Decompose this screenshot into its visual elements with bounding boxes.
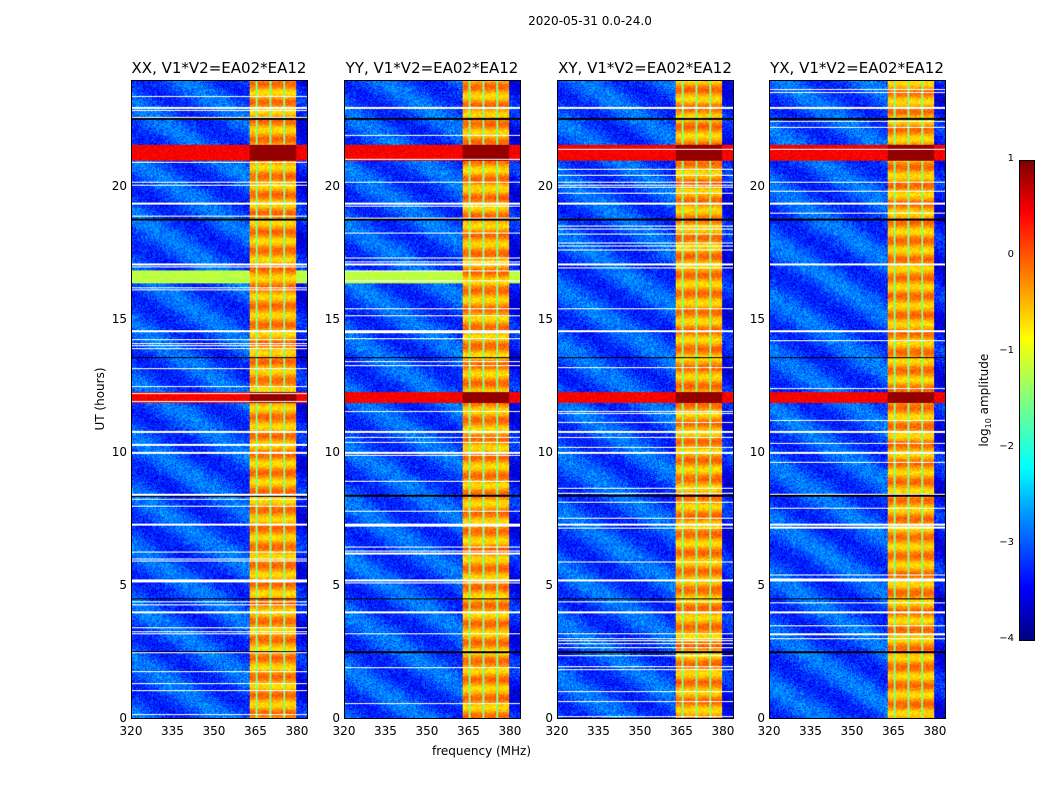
y-tick-label: 5 bbox=[332, 577, 340, 592]
x-tick-label: 380 bbox=[923, 724, 947, 738]
y-tick-label: 0 bbox=[757, 711, 765, 725]
spectrogram-panel bbox=[131, 80, 308, 719]
x-tick-label: 365 bbox=[882, 724, 905, 738]
y-tick-label: 10 bbox=[537, 444, 553, 459]
x-tick-label: 350 bbox=[628, 724, 652, 738]
y-tick-label: 20 bbox=[324, 178, 340, 193]
y-tick-label: 20 bbox=[111, 178, 127, 193]
x-axis-label: frequency (MHz) bbox=[432, 744, 532, 758]
spectrogram-panel bbox=[557, 80, 734, 719]
colorbar-tick-label: −1 bbox=[999, 345, 1014, 356]
x-tick-label: 365 bbox=[670, 724, 693, 738]
y-tick-label: 15 bbox=[537, 311, 553, 326]
y-tick-label: 20 bbox=[537, 178, 553, 193]
x-tick-label: 350 bbox=[202, 724, 226, 738]
y-tick-label: 15 bbox=[324, 311, 340, 326]
spectrogram-panel bbox=[769, 80, 946, 719]
y-tick-label: 0 bbox=[119, 711, 127, 725]
spectrogram-heatmap bbox=[770, 81, 945, 718]
colorbar-tick-label: −4 bbox=[999, 633, 1014, 644]
panel-title: YX, V1*V2=EA02*EA12 bbox=[770, 59, 944, 77]
panel-title: XX, V1*V2=EA02*EA12 bbox=[131, 59, 307, 77]
x-tick-label: 335 bbox=[161, 724, 184, 738]
y-tick-label: 5 bbox=[545, 577, 553, 592]
panel-title: XY, V1*V2=EA02*EA12 bbox=[558, 59, 732, 77]
x-tick-label: 320 bbox=[757, 724, 781, 738]
colorbar-tick-label: 0 bbox=[1007, 249, 1014, 260]
y-tick-label: 0 bbox=[545, 711, 553, 725]
x-tick-label: 320 bbox=[332, 724, 356, 738]
colorbar-tick-label: −2 bbox=[999, 441, 1014, 452]
colorbar-tick-label: 1 bbox=[1007, 153, 1014, 164]
y-tick-label: 15 bbox=[111, 311, 127, 326]
x-tick-label: 320 bbox=[119, 724, 143, 738]
y-tick-label: 5 bbox=[119, 577, 127, 592]
x-tick-label: 335 bbox=[374, 724, 397, 738]
panel-title: YY, V1*V2=EA02*EA12 bbox=[345, 59, 519, 77]
x-tick-label: 350 bbox=[415, 724, 439, 738]
x-tick-label: 365 bbox=[244, 724, 267, 738]
spectrogram-panel bbox=[344, 80, 521, 719]
spectrogram-heatmap bbox=[345, 81, 520, 718]
x-tick-label: 380 bbox=[498, 724, 522, 738]
y-tick-label: 10 bbox=[324, 444, 340, 459]
spectrogram-heatmap bbox=[558, 81, 733, 718]
colorbar-label: log10 amplitude bbox=[976, 353, 994, 447]
x-tick-label: 320 bbox=[545, 724, 569, 738]
x-tick-label: 335 bbox=[587, 724, 610, 738]
y-tick-label: 0 bbox=[332, 711, 340, 725]
x-tick-label: 350 bbox=[840, 724, 864, 738]
x-tick-label: 380 bbox=[711, 724, 735, 738]
y-tick-label: 15 bbox=[749, 311, 765, 326]
figure-title: 2020-05-31 0.0-24.0 bbox=[528, 14, 652, 28]
colorbar-tick-label: −3 bbox=[999, 537, 1014, 548]
x-tick-label: 380 bbox=[285, 724, 309, 738]
y-axis-label: UT (hours) bbox=[93, 367, 107, 431]
y-tick-label: 20 bbox=[749, 178, 765, 193]
y-tick-label: 10 bbox=[749, 444, 765, 459]
y-tick-label: 5 bbox=[757, 577, 765, 592]
colorbar bbox=[1019, 160, 1035, 641]
y-tick-label: 10 bbox=[111, 444, 127, 459]
spectrogram-heatmap bbox=[132, 81, 307, 718]
x-tick-label: 365 bbox=[457, 724, 480, 738]
x-tick-label: 335 bbox=[799, 724, 822, 738]
